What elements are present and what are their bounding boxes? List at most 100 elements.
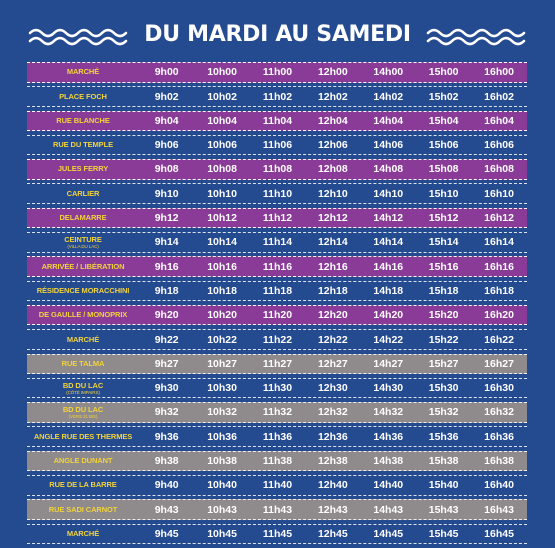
page-title: DU MARDI AU SAMEDI bbox=[144, 22, 411, 47]
stop-label: BD DU LAC bbox=[62, 380, 104, 390]
stop-sublabel: (CÔTÉ IMPAIRS) bbox=[66, 389, 100, 395]
stop-name: JULES FERRY bbox=[27, 165, 139, 173]
departure-time: 15h02 bbox=[428, 90, 459, 103]
departure-time: 9h18 bbox=[154, 284, 179, 297]
departure-time: 10h45 bbox=[207, 527, 237, 540]
departure-time: 15h36 bbox=[428, 430, 459, 443]
departure-time: 15h00 bbox=[428, 66, 459, 79]
departure-time: 14h43 bbox=[373, 503, 404, 516]
departure-time: 16h32 bbox=[484, 406, 514, 419]
stop-label: DE GAULLE / MONOPRIX bbox=[38, 310, 128, 320]
departure-time: 15h16 bbox=[428, 260, 459, 273]
stop-label: CARLIER bbox=[66, 188, 100, 198]
departure-time: 12h45 bbox=[317, 527, 348, 540]
departure-time: 9h38 bbox=[154, 455, 179, 467]
departure-time: 14h27 bbox=[373, 357, 404, 370]
departure-time: 9h32 bbox=[154, 406, 179, 419]
stop-name: DE GAULLE / MONOPRIX bbox=[27, 311, 139, 319]
departure-time: 11h20 bbox=[262, 309, 293, 322]
stop-label: CEINTURE bbox=[64, 234, 102, 244]
departure-time: 9h30 bbox=[154, 382, 179, 395]
stop-name: CARLIER bbox=[27, 188, 139, 198]
departure-time: 9h22 bbox=[154, 333, 179, 346]
departure-time: 9h36 bbox=[154, 430, 179, 443]
departure-time: 14h30 bbox=[373, 382, 404, 395]
departure-time: 12h22 bbox=[317, 333, 348, 346]
departure-time: 16h22 bbox=[484, 333, 514, 346]
table-row: RUE TALMA 9h27 10h27 11h27 12h27 14h27 15h27 16… bbox=[27, 353, 527, 375]
table-row: RUE DE LA BARRE 9h40 10h40 11h40 12h40 14h40 1… bbox=[27, 475, 527, 496]
departure-time: 12h32 bbox=[317, 406, 348, 419]
departure-time: 12h38 bbox=[317, 455, 348, 467]
stop-label: RUE TALMA bbox=[61, 358, 105, 368]
departure-time: 12h04 bbox=[317, 114, 348, 127]
stop-label: ARRIVÉE / LIBÉRATION bbox=[41, 261, 125, 271]
departure-time: 15h04 bbox=[428, 114, 459, 127]
departure-time: 12h12 bbox=[317, 212, 348, 225]
table-row: BD DU LAC (CÔTÉ IMPAIRS) 9h30 10h30 11h30 12h… bbox=[27, 377, 527, 399]
departure-time: 16h27 bbox=[484, 357, 514, 370]
departure-time: 9h02 bbox=[154, 90, 179, 103]
stop-name: RUE SADI CARNOT bbox=[27, 505, 139, 514]
departure-time: 14h22 bbox=[373, 333, 404, 346]
wave-decoration-left-icon bbox=[28, 28, 128, 46]
table-row: ANGLE RUE DES THERMES 9h36 10h36 11h36 12h36… bbox=[27, 426, 527, 447]
stop-label: MARCHÉ bbox=[66, 528, 100, 538]
stop-label: RUE DU TEMPLE bbox=[53, 140, 113, 150]
departure-time: 16h08 bbox=[484, 163, 514, 176]
departure-time: 14h04 bbox=[373, 114, 404, 127]
departure-time: 16h00 bbox=[484, 66, 514, 79]
departure-time: 9h12 bbox=[154, 212, 179, 225]
departure-time: 10h22 bbox=[207, 333, 237, 346]
table-row: CEINTURE (VILLA DU LAC) 9h14 10h14 11h14 12h1… bbox=[27, 232, 527, 253]
departure-time: 9h45 bbox=[154, 527, 179, 540]
departure-time: 15h30 bbox=[428, 382, 459, 395]
table-row: PLACE FOCH 9h02 10h02 11h02 12h02 14h02 15h02 1… bbox=[27, 86, 527, 107]
departure-time: 12h16 bbox=[317, 260, 348, 273]
departure-time: 16h30 bbox=[484, 382, 514, 395]
departure-time: 12h00 bbox=[317, 66, 348, 79]
header: DU MARDI AU SAMEDI bbox=[0, 22, 555, 54]
departure-time: 14h40 bbox=[373, 479, 404, 492]
departure-time: 11h14 bbox=[262, 236, 293, 249]
departure-time: 11h36 bbox=[262, 430, 293, 443]
departure-time: 11h16 bbox=[262, 260, 293, 273]
departure-time: 14h14 bbox=[373, 236, 404, 249]
departure-time: 10h27 bbox=[207, 357, 237, 370]
stop-label: RUE BLANCHE bbox=[56, 115, 110, 125]
departure-time: 12h30 bbox=[317, 382, 348, 395]
departure-time: 16h45 bbox=[484, 527, 514, 540]
stop-sublabel: (VILLA DU LAC) bbox=[67, 243, 99, 249]
departure-time: 15h22 bbox=[428, 333, 459, 346]
departure-time: 10h32 bbox=[207, 406, 237, 419]
stop-label: RÉSIDENCE MORACCHINI bbox=[36, 285, 130, 295]
departure-time: 16h20 bbox=[484, 309, 514, 322]
wave-decoration-right-icon bbox=[426, 28, 526, 46]
stop-label: ANGLE RUE DES THERMES bbox=[33, 431, 133, 441]
stop-name: RUE DU TEMPLE bbox=[27, 141, 139, 149]
departure-time: 9h27 bbox=[154, 357, 179, 370]
departure-time: 11h10 bbox=[262, 187, 293, 200]
stop-label: DELAMARRE bbox=[59, 213, 107, 223]
departure-time: 10h18 bbox=[207, 284, 237, 297]
stop-name: RUE BLANCHE bbox=[27, 115, 139, 125]
table-row: MARCHÉ 9h00 10h00 11h00 12h00 14h00 15h00 16h00 bbox=[27, 62, 527, 83]
departure-time: 15h18 bbox=[428, 284, 459, 297]
table-row: BD DU LAC (VERS 21 BIS) 9h32 10h32 11h32 12h3… bbox=[27, 402, 527, 423]
stop-label: MARCHÉ bbox=[66, 67, 100, 77]
departure-time: 14h36 bbox=[373, 430, 404, 443]
stop-name: DELAMARRE bbox=[27, 214, 139, 222]
departure-time: 9h14 bbox=[154, 236, 179, 249]
departure-time: 16h16 bbox=[484, 260, 514, 273]
departure-time: 11h30 bbox=[262, 382, 293, 395]
departure-time: 12h36 bbox=[317, 430, 348, 443]
table-row: JULES FERRY 9h08 10h08 11h08 12h08 14h08 15h08… bbox=[27, 159, 527, 180]
departure-time: 9h06 bbox=[154, 139, 179, 152]
timetable: MARCHÉ 9h00 10h00 11h00 12h00 14h00 15h00 16h00… bbox=[27, 62, 527, 548]
stop-sublabel: (VERS 21 BIS) bbox=[68, 413, 98, 419]
departure-time: 15h43 bbox=[428, 503, 459, 516]
departure-time: 11h22 bbox=[262, 333, 293, 346]
departure-time: 15h12 bbox=[428, 212, 459, 225]
table-row: CARLIER 9h10 10h10 11h10 12h10 14h10 15h10 16h1… bbox=[27, 183, 527, 204]
departure-time: 14h12 bbox=[373, 212, 404, 225]
